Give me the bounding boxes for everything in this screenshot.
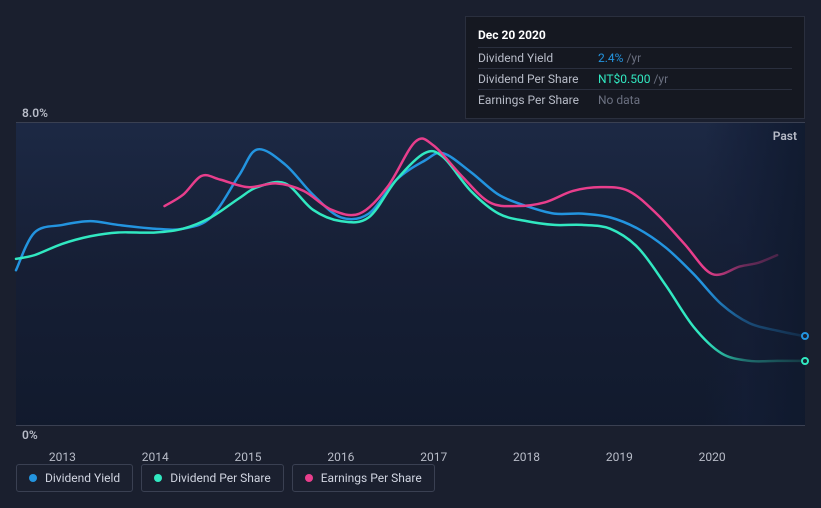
x-tick: 2019 xyxy=(606,450,633,464)
y-axis-bottom-label: 0% xyxy=(22,428,38,442)
x-tick: 2015 xyxy=(235,450,262,464)
tooltip-row: Dividend Per ShareNT$0.500/yr xyxy=(478,69,792,90)
tooltip-row: Earnings Per ShareNo data xyxy=(478,90,792,110)
legend-label: Dividend Per Share xyxy=(170,471,271,485)
legend-dot-icon xyxy=(154,474,162,482)
x-tick: 2014 xyxy=(142,450,169,464)
legend: Dividend Yield Dividend Per Share Earnings… xyxy=(16,464,435,492)
earnings-per-share-line xyxy=(165,139,778,275)
legend-item-earnings-per-share[interactable]: Earnings Per Share xyxy=(292,464,435,492)
legend-item-dividend-yield[interactable]: Dividend Yield xyxy=(16,464,133,492)
line-paths xyxy=(16,123,805,425)
tooltip-label: Dividend Yield xyxy=(478,51,598,65)
past-label: Past xyxy=(773,129,797,143)
x-tick: 2013 xyxy=(49,450,76,464)
tooltip-label: Dividend Per Share xyxy=(478,72,598,86)
x-tick: 2016 xyxy=(327,450,354,464)
chart-area: 8.0% Past 0% 201320142015201620172018201… xyxy=(16,100,805,448)
dividend-yield-line xyxy=(16,149,805,336)
legend-item-dividend-per-share[interactable]: Dividend Per Share xyxy=(141,464,284,492)
tooltip-label: Earnings Per Share xyxy=(478,93,598,107)
dividend-yield-end-dot xyxy=(801,332,809,340)
dividend-per-share-end-dot xyxy=(801,357,809,365)
tooltip-date: Dec 20 2020 xyxy=(478,25,792,48)
legend-dot-icon xyxy=(29,474,37,482)
tooltip-value: No data xyxy=(598,93,640,107)
chart-tooltip: Dec 20 2020 Dividend Yield2.4%/yrDividen… xyxy=(465,16,805,119)
tooltip-value: 2.4%/yr xyxy=(598,51,641,65)
plot-region[interactable]: Past xyxy=(16,122,805,426)
x-tick: 2017 xyxy=(420,450,447,464)
tooltip-value: NT$0.500/yr xyxy=(598,72,668,86)
legend-dot-icon xyxy=(305,474,313,482)
x-tick: 2018 xyxy=(513,450,540,464)
y-axis-top-label: 8.0% xyxy=(22,106,48,120)
dividend-per-share-line xyxy=(16,151,805,361)
legend-label: Dividend Yield xyxy=(45,471,120,485)
tooltip-row: Dividend Yield2.4%/yr xyxy=(478,48,792,69)
legend-label: Earnings Per Share xyxy=(321,471,422,485)
x-tick: 2020 xyxy=(699,450,726,464)
